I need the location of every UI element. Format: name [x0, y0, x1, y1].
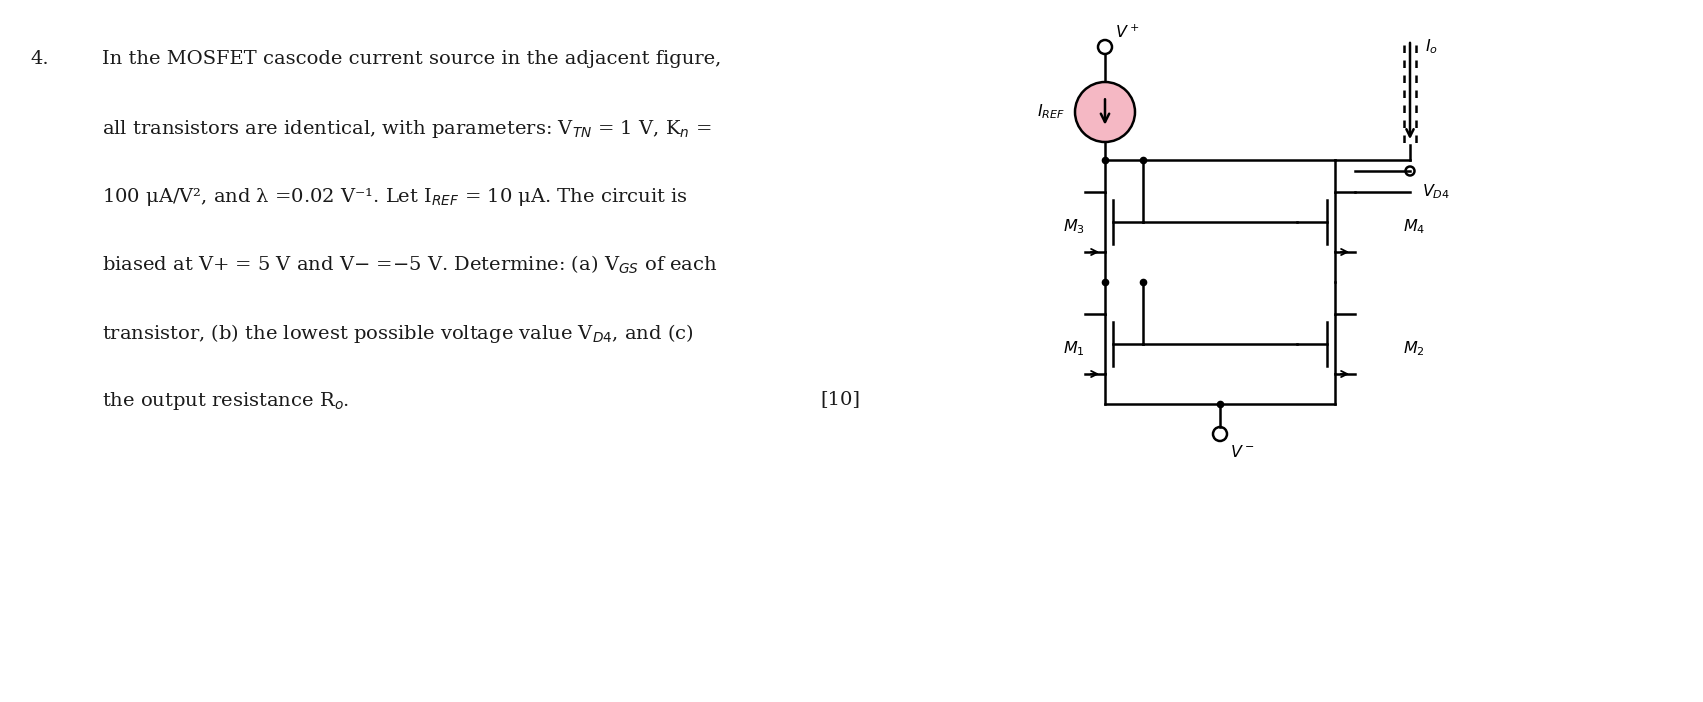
Text: the output resistance R$_o$.: the output resistance R$_o$. [102, 390, 349, 412]
Text: $M_3$: $M_3$ [1063, 218, 1085, 237]
Text: 4.: 4. [31, 50, 49, 68]
Circle shape [1075, 82, 1134, 142]
Text: $M_1$: $M_1$ [1063, 340, 1085, 358]
Text: $I_{REF}$: $I_{REF}$ [1037, 102, 1064, 121]
Text: $M_2$: $M_2$ [1403, 340, 1425, 358]
Text: $V^-$: $V^-$ [1230, 444, 1255, 461]
Text: In the MOSFET cascode current source in the adjacent figure,: In the MOSFET cascode current source in … [102, 50, 722, 68]
Text: biased at V+ = 5 V and V− =−5 V. Determine: (a) V$_{GS}$ of each: biased at V+ = 5 V and V− =−5 V. Determi… [102, 254, 717, 277]
Text: $V^+$: $V^+$ [1115, 25, 1139, 42]
Text: [10]: [10] [821, 390, 860, 408]
Text: all transistors are identical, with parameters: V$_{TN}$ = 1 V, K$_n$ =: all transistors are identical, with para… [102, 118, 712, 140]
Text: $M_4$: $M_4$ [1403, 218, 1425, 237]
Text: $I_o$: $I_o$ [1425, 37, 1437, 55]
Text: $V_{D4}$: $V_{D4}$ [1422, 183, 1449, 201]
Text: transistor, (b) the lowest possible voltage value V$_{D4}$, and (c): transistor, (b) the lowest possible volt… [102, 322, 693, 345]
Text: 100 μA/V², and λ =0.02 V⁻¹. Let I$_{REF}$ = 10 μA. The circuit is: 100 μA/V², and λ =0.02 V⁻¹. Let I$_{REF}… [102, 186, 688, 208]
